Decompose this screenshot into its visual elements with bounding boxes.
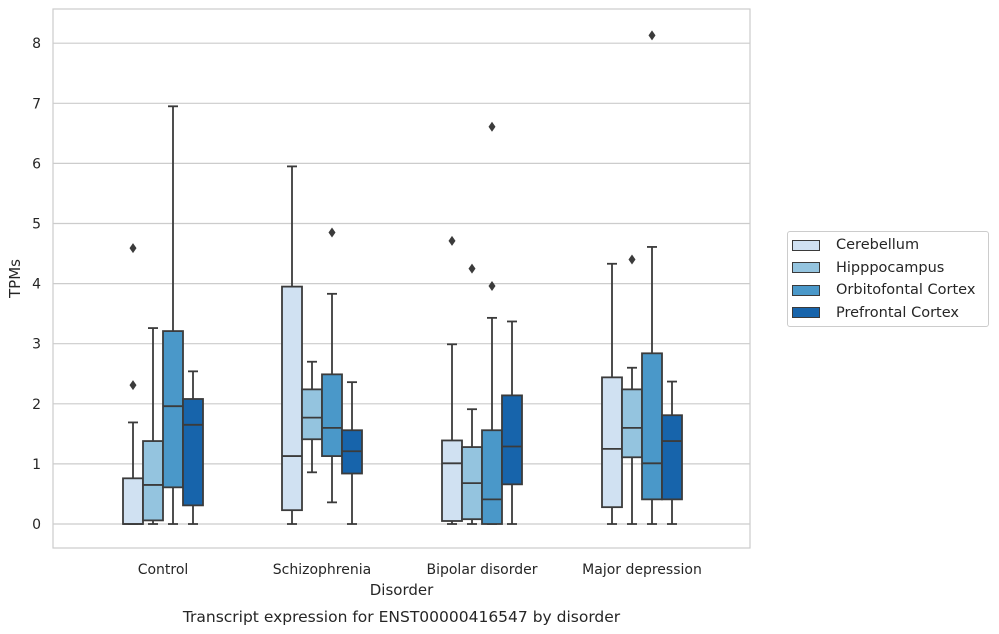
box-iqr bbox=[122, 477, 144, 525]
box-prefrontal-cortex bbox=[182, 370, 204, 525]
y-tick-label: 4 bbox=[32, 277, 41, 293]
y-tick-label: 8 bbox=[32, 36, 41, 52]
outlier-point bbox=[488, 281, 496, 292]
legend-swatch bbox=[792, 262, 820, 273]
x-tick-label: Control bbox=[138, 562, 189, 578]
box-series bbox=[122, 30, 683, 525]
box-iqr bbox=[501, 394, 523, 486]
x-tick-label: Bipolar disorder bbox=[426, 562, 537, 578]
box-orbitofontal-cortex bbox=[641, 30, 663, 525]
outlier-point bbox=[648, 30, 656, 41]
box-iqr bbox=[641, 352, 663, 501]
legend-label: Hipppocampus bbox=[836, 259, 945, 276]
outlier-point bbox=[468, 263, 476, 274]
box-orbitofontal-cortex bbox=[321, 227, 343, 504]
box-hipppocampus bbox=[301, 360, 323, 474]
x-tick-label: Major depression bbox=[582, 562, 702, 578]
box-iqr bbox=[281, 285, 303, 512]
outlier-point bbox=[129, 380, 137, 391]
outlier-point bbox=[628, 254, 636, 265]
y-tick-label: 0 bbox=[32, 517, 41, 533]
y-tick-label: 6 bbox=[32, 156, 41, 172]
legend-item: Orbitofontal Cortex bbox=[792, 281, 975, 299]
legend-item: Hipppocampus bbox=[792, 259, 944, 277]
chart-legend: Cerebellum Hipppocampus Orbitofontal Corte… bbox=[787, 231, 989, 327]
y-tick-label: 5 bbox=[32, 217, 41, 233]
box-iqr bbox=[162, 330, 184, 489]
legend-swatch bbox=[792, 284, 820, 296]
box-prefrontal-cortex bbox=[341, 381, 363, 525]
legend-label: Cerebellum bbox=[836, 237, 920, 253]
box-iqr bbox=[441, 439, 463, 522]
box-iqr bbox=[661, 414, 683, 501]
box-iqr bbox=[481, 429, 503, 525]
y-tick-label: 1 bbox=[32, 457, 41, 473]
box-cerebellum bbox=[122, 243, 144, 525]
box-orbitofontal-cortex bbox=[481, 121, 503, 525]
outlier-point bbox=[488, 121, 496, 132]
box-iqr bbox=[301, 388, 323, 441]
x-axis-ticks: Control Schizophrenia Bipolar disorder Majo… bbox=[138, 562, 702, 578]
box-cerebellum bbox=[281, 165, 303, 525]
outlier-point bbox=[328, 227, 336, 238]
x-axis-label: Disorder bbox=[370, 581, 434, 599]
y-tick-label: 3 bbox=[32, 337, 41, 353]
box-iqr bbox=[601, 376, 623, 509]
box-iqr bbox=[621, 388, 643, 459]
box-iqr bbox=[142, 440, 164, 522]
y-tick-label: 2 bbox=[32, 397, 41, 413]
box-prefrontal-cortex bbox=[501, 320, 523, 525]
outlier-point bbox=[129, 243, 137, 254]
legend-label: Prefrontal Cortex bbox=[836, 304, 959, 321]
box-iqr bbox=[321, 373, 343, 457]
chart-title: Transcript expression for ENST0000041654… bbox=[182, 608, 621, 626]
legend-item: Cerebellum bbox=[792, 236, 919, 254]
x-tick-label: Schizophrenia bbox=[273, 562, 371, 578]
legend-item: Prefrontal Cortex bbox=[792, 304, 959, 322]
y-axis-ticks: 0 1 2 3 4 5 6 7 8 bbox=[32, 36, 41, 533]
box-hipppocampus bbox=[142, 327, 164, 525]
legend-label: Orbitofontal Cortex bbox=[836, 282, 976, 298]
y-axis-label: TPMs bbox=[6, 259, 24, 299]
legend-swatch bbox=[792, 307, 820, 318]
y-tick-label: 7 bbox=[32, 96, 41, 112]
box-iqr bbox=[182, 398, 204, 507]
box-orbitofontal-cortex bbox=[162, 105, 184, 525]
legend-swatch bbox=[792, 239, 820, 251]
outlier-point bbox=[448, 235, 456, 246]
box-prefrontal-cortex bbox=[661, 380, 683, 525]
